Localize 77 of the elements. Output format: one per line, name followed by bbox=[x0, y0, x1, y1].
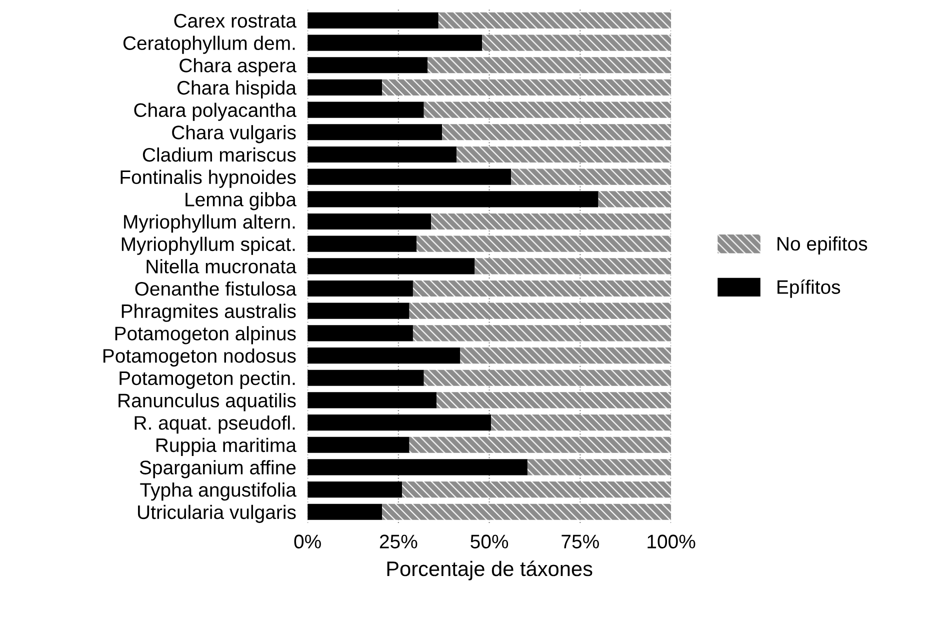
y-tick-label: Carex rostrata bbox=[174, 14, 296, 28]
y-tick-label: Potamogeton pectin. bbox=[120, 370, 295, 389]
y-tick-label: Chara vulgaris bbox=[172, 125, 296, 144]
bar bbox=[412, 325, 672, 342]
bar bbox=[308, 414, 492, 431]
bar bbox=[308, 57, 428, 74]
y-tick-label: Chara aspera bbox=[180, 58, 296, 76]
bar bbox=[428, 57, 672, 74]
x-tick-label: 50% bbox=[470, 534, 508, 548]
bar bbox=[442, 124, 672, 140]
bar bbox=[412, 280, 672, 297]
bar bbox=[308, 34, 482, 51]
bar bbox=[527, 459, 672, 476]
bar bbox=[308, 12, 438, 28]
bar bbox=[308, 347, 460, 364]
y-tick-label: Lemna gibba bbox=[186, 192, 296, 210]
bar bbox=[308, 236, 417, 252]
y-tick-label: Chara hispida bbox=[177, 80, 296, 99]
bar bbox=[308, 504, 382, 520]
legend-label: Epífitos bbox=[778, 279, 840, 298]
bar bbox=[491, 414, 672, 431]
bar bbox=[598, 191, 672, 208]
bar bbox=[308, 392, 437, 408]
x-tick-label: 25% bbox=[380, 534, 418, 548]
bar bbox=[308, 146, 457, 163]
y-tick-label: Potamogeton nodosus bbox=[103, 348, 296, 367]
bar bbox=[424, 102, 672, 118]
bar bbox=[308, 482, 402, 498]
bar bbox=[409, 302, 672, 319]
bar bbox=[308, 325, 413, 342]
y-tick-label: Potamogeton alpinus bbox=[115, 326, 296, 344]
bar bbox=[308, 213, 432, 230]
bar bbox=[308, 280, 413, 297]
bar bbox=[409, 436, 672, 453]
y-tick-label: Myriophyllum altern. bbox=[124, 214, 295, 233]
y-tick-label: Myriophyllum spicat. bbox=[122, 236, 295, 255]
y-tick-label: Typha angustifolia bbox=[140, 482, 296, 501]
y-tick-label: Utricularia vulgaris bbox=[138, 504, 296, 523]
bar bbox=[382, 504, 672, 520]
bar bbox=[308, 102, 424, 118]
y-tick-label: Ceratophyllum dem. bbox=[123, 36, 295, 54]
y-tick-label: Cladium mariscus bbox=[142, 147, 296, 162]
bar bbox=[308, 168, 512, 185]
bar bbox=[308, 191, 598, 208]
legend-label: No epifitos bbox=[778, 236, 868, 255]
bar bbox=[460, 347, 672, 364]
y-tick-label: Phragmites australis bbox=[122, 304, 296, 322]
y-tick-label: R. aquat. pseudofl. bbox=[134, 415, 295, 434]
x-axis-title: Porcentaje de táxones bbox=[387, 560, 592, 580]
bar bbox=[482, 34, 672, 51]
bar bbox=[438, 12, 672, 28]
bar bbox=[382, 79, 672, 96]
bar bbox=[308, 79, 382, 96]
bar bbox=[308, 459, 528, 476]
x-tick-label: 75% bbox=[562, 534, 599, 548]
bar bbox=[474, 258, 672, 274]
y-tick-label: Sparganium affine bbox=[140, 460, 296, 478]
bar bbox=[308, 124, 442, 140]
bar bbox=[308, 258, 475, 274]
y-tick-label: Fontinalis hypnoides bbox=[120, 170, 296, 188]
y-tick-label: Ranunculus aquatilis bbox=[118, 393, 296, 412]
bar bbox=[308, 436, 410, 453]
bar bbox=[308, 302, 410, 319]
y-tick-label: Ruppia maritima bbox=[156, 438, 296, 456]
bar bbox=[308, 370, 424, 386]
bar bbox=[436, 392, 672, 408]
bar bbox=[402, 482, 672, 498]
bar bbox=[424, 370, 672, 386]
bar bbox=[416, 236, 672, 252]
bar bbox=[431, 213, 672, 230]
bar bbox=[511, 168, 672, 185]
y-tick-label: Oenanthe fistulosa bbox=[135, 281, 296, 296]
bar bbox=[456, 146, 672, 163]
x-tick-label: 100% bbox=[648, 534, 696, 548]
y-tick-label: Chara polyacantha bbox=[134, 102, 296, 121]
x-tick-label: 0% bbox=[294, 534, 321, 548]
y-tick-label: Nitella mucronata bbox=[146, 259, 296, 274]
